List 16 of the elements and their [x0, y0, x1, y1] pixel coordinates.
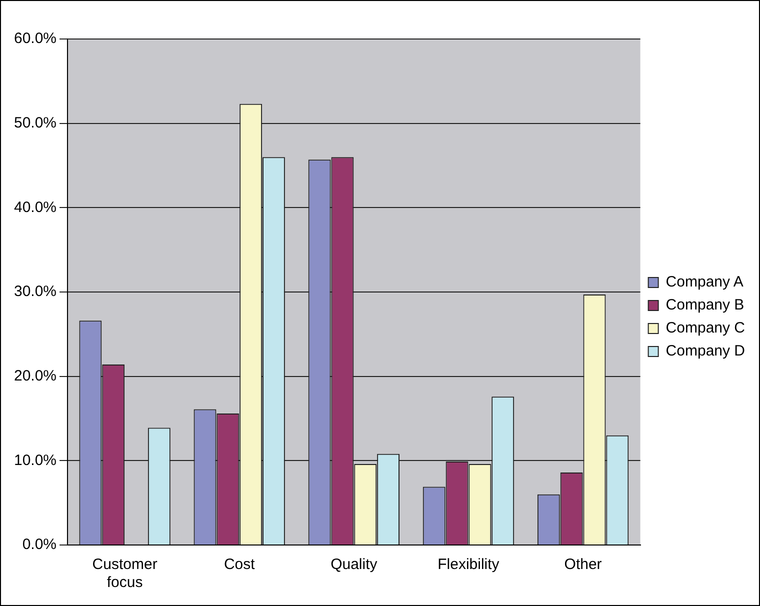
y-tick-label: 50.0% [14, 114, 57, 132]
x-tick-label: Customer focus [92, 556, 158, 592]
x-tick-label: Flexibility [438, 556, 500, 574]
x-tick-label: Cost [224, 556, 256, 574]
legend-label: Company D [666, 342, 746, 360]
y-tick-label: 60.0% [14, 30, 57, 48]
y-tick-label: 30.0% [14, 283, 57, 300]
legend-label: Company A [666, 274, 744, 291]
x-tick-label: Quality [330, 556, 378, 574]
y-tick-label: 10.0% [14, 452, 57, 469]
x-tick-label: Other [564, 556, 602, 574]
y-tick-label: 20.0% [14, 367, 57, 384]
y-tick-label: 0.0% [22, 536, 57, 554]
legend-label: Company C [666, 320, 746, 337]
y-tick-label: 40.0% [14, 198, 57, 216]
legend-label: Company B [666, 296, 744, 314]
